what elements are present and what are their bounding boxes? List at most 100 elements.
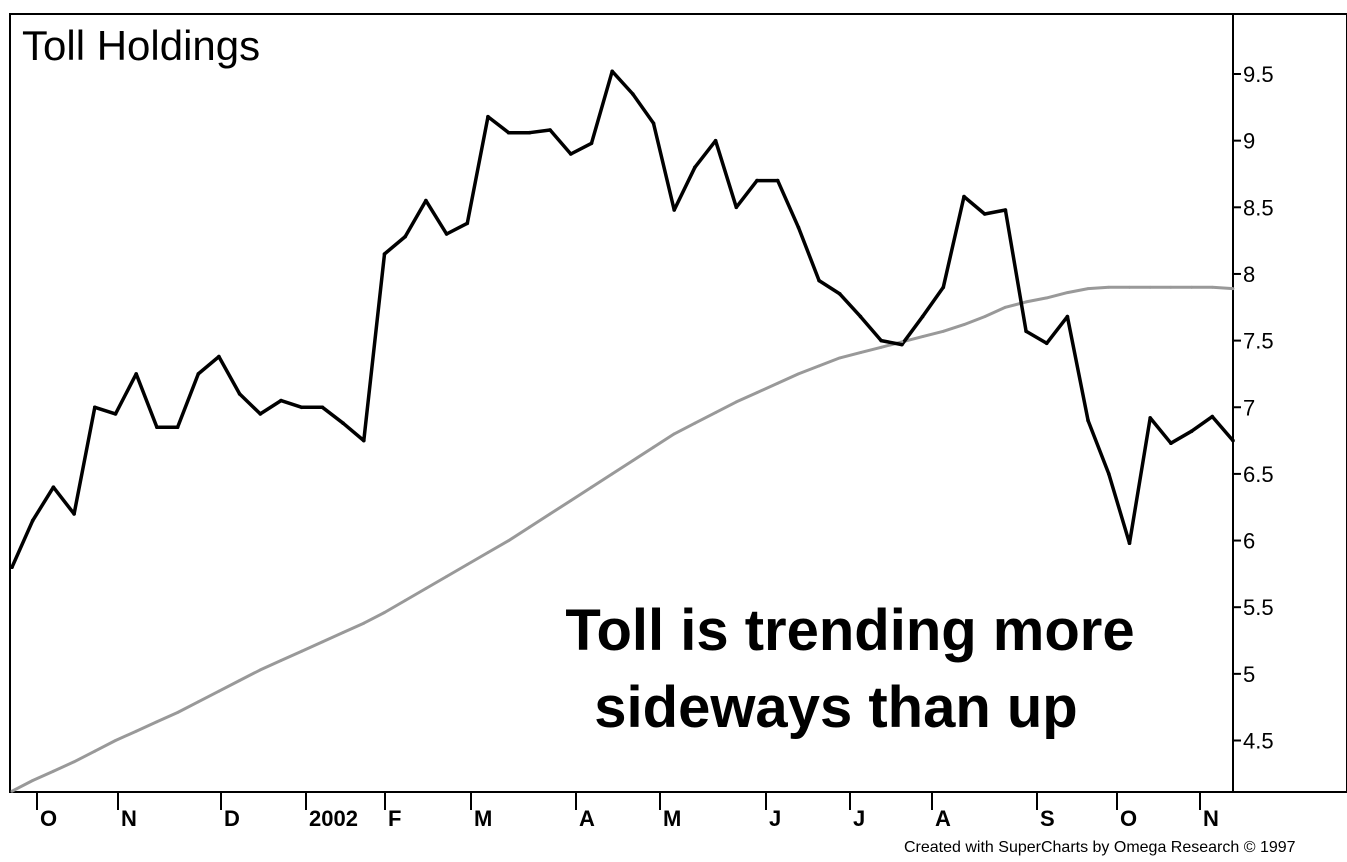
moving-average-point	[652, 445, 655, 449]
moving-average-point	[610, 472, 614, 476]
price-point	[382, 252, 387, 256]
x-tick-label: J	[769, 806, 781, 831]
moving-average-point	[300, 649, 304, 653]
moving-average-point	[362, 621, 366, 625]
price-point	[30, 518, 35, 523]
moving-average-point	[1190, 285, 1193, 289]
moving-average-line	[11, 285, 1234, 793]
moving-average-point	[1169, 285, 1173, 289]
moving-average-point	[238, 679, 242, 682]
x-tick-label: A	[579, 806, 595, 831]
moving-average-point	[445, 575, 448, 578]
moving-average-point	[93, 749, 97, 753]
y-tick-label: 6.5	[1243, 462, 1274, 487]
price-point	[651, 121, 656, 126]
moving-average-point	[134, 729, 138, 733]
price-point	[1148, 416, 1152, 420]
moving-average-point	[507, 539, 511, 542]
moving-average-point	[1086, 287, 1090, 290]
moving-average-point	[72, 760, 76, 764]
price-point	[134, 372, 138, 376]
price-point	[1189, 429, 1194, 434]
x-tick-label: M	[663, 806, 681, 831]
moving-average-point	[755, 391, 759, 394]
price-point	[113, 412, 118, 416]
price-point	[548, 128, 552, 132]
moving-average-point	[52, 769, 55, 773]
moving-average-point	[879, 345, 883, 349]
price-point	[672, 208, 676, 212]
price-point	[734, 205, 739, 210]
y-tick-label: 5.5	[1243, 595, 1274, 620]
price-point	[196, 372, 201, 376]
moving-average-point	[424, 587, 428, 590]
moving-average-point	[258, 668, 262, 672]
price-point	[775, 178, 780, 183]
price-point	[465, 221, 470, 226]
price-point	[838, 292, 842, 296]
price-point	[631, 92, 635, 96]
x-tick-label: N	[1203, 806, 1219, 831]
price-point	[982, 212, 987, 216]
price-point	[1044, 341, 1049, 346]
moving-average-point	[962, 323, 966, 326]
x-tick-label: S	[1040, 806, 1055, 831]
moving-average-point	[465, 563, 469, 566]
price-point	[93, 405, 97, 410]
x-tick-label: M	[474, 806, 492, 831]
price-point	[403, 234, 408, 239]
moving-average-point	[672, 432, 676, 436]
price-point	[299, 405, 304, 410]
price-point	[175, 425, 180, 430]
moving-average-point	[321, 640, 324, 644]
price-point	[796, 225, 801, 230]
price-point	[1003, 208, 1008, 212]
price-point	[610, 69, 614, 74]
price-point	[713, 138, 718, 143]
x-tick-label: J	[853, 806, 865, 831]
price-point	[506, 130, 511, 135]
price-point	[569, 152, 573, 156]
price-point	[962, 194, 966, 199]
price-point	[279, 398, 283, 403]
price-point	[444, 232, 449, 236]
x-tick-label: O	[1120, 806, 1137, 831]
x-tick-label: D	[224, 806, 240, 831]
price-point	[341, 421, 345, 426]
moving-average-point	[548, 512, 552, 516]
y-tick-label: 7.5	[1243, 329, 1274, 354]
y-axis-ticks: 9.5 9 8.5 8 7.5 7 6.5 6 5.5 5 4.5	[1233, 62, 1274, 754]
price-point	[1169, 441, 1173, 446]
chart-title: Toll Holdings	[22, 22, 260, 69]
price-point	[1231, 438, 1235, 443]
x-tick-label: 2002	[309, 806, 358, 831]
plot-frame	[9, 13, 1347, 793]
annotation-line-2: sideways than up	[594, 675, 1077, 740]
moving-average-point	[776, 381, 780, 385]
price-point	[879, 338, 883, 343]
moving-average-point	[838, 356, 842, 360]
price-point	[941, 285, 946, 290]
price-point	[51, 485, 56, 490]
moving-average-point	[569, 499, 573, 502]
y-tick-label: 9.5	[1243, 62, 1274, 87]
price-point	[486, 114, 490, 119]
y-tick-label: 9	[1243, 129, 1255, 154]
moving-average-point	[217, 689, 221, 693]
moving-average-point	[590, 485, 593, 489]
moving-average-point	[1004, 305, 1007, 309]
moving-average-point	[1045, 296, 1049, 300]
moving-average-point	[486, 551, 490, 554]
price-point	[858, 314, 863, 319]
price-point	[755, 178, 759, 183]
x-axis-ticks: O N D 2002 F M A M J J A S O N	[36, 792, 1219, 831]
moving-average-point	[155, 720, 159, 724]
moving-average-point	[10, 789, 14, 793]
x-tick-label: O	[40, 806, 57, 831]
moving-average-point	[797, 372, 800, 376]
x-tick-label: F	[388, 806, 401, 831]
price-point	[155, 425, 159, 430]
price-point	[1210, 414, 1215, 419]
y-tick-label: 5	[1243, 662, 1255, 687]
